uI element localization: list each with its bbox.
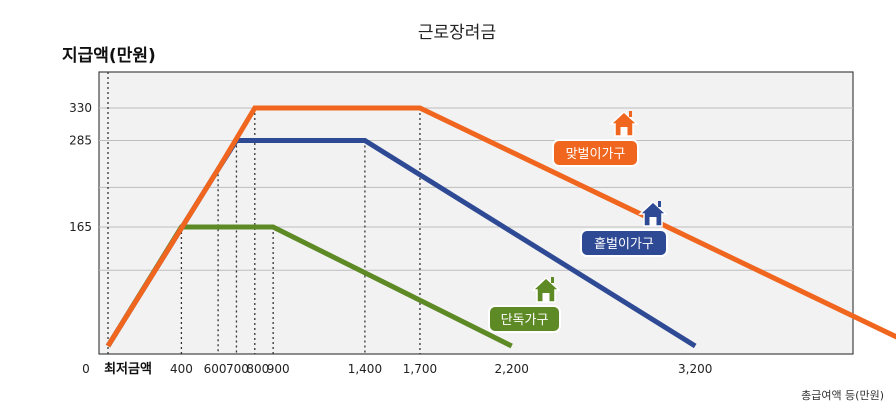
- series-tag-box: [580, 229, 668, 257]
- series-tag-box: [488, 305, 561, 333]
- house-icon-chimney: [658, 201, 661, 207]
- x-tick-label: 3,200: [678, 362, 712, 376]
- x-tick-label: 2,200: [495, 362, 529, 376]
- plot-area: [98, 71, 854, 355]
- series-tag-label: 홑벌이가구: [594, 237, 654, 252]
- x-tick-label: 400: [170, 362, 193, 376]
- series-tag-box: [552, 139, 639, 167]
- house-icon-chimney: [629, 111, 632, 117]
- x-tick-label: 700: [226, 362, 249, 376]
- y-axis-title: 지급액(만원): [62, 46, 156, 66]
- x-tick-label: 1,700: [403, 362, 437, 376]
- x-axis-title: 총급여액 등(만원): [801, 389, 884, 402]
- x-tick-label: 800: [246, 362, 269, 376]
- min-income-label: 최저금액: [104, 362, 152, 377]
- series-tag-label: 단독가구: [501, 313, 549, 328]
- house-icon-door: [542, 293, 550, 302]
- guide-lines: [107, 72, 421, 354]
- y-tick-label: 330: [69, 101, 92, 115]
- x-origin-label: 0: [82, 362, 90, 376]
- x-tick-label: 1,400: [348, 362, 382, 376]
- x-tick-label: 900: [267, 362, 290, 376]
- series-lines: [105, 105, 896, 349]
- series-tag-label: 맞벌이가구: [566, 147, 626, 162]
- house-icon: [609, 110, 639, 137]
- chart-title: 근로장려금: [418, 23, 496, 43]
- y-tick-label: 285: [69, 133, 92, 147]
- house-icon: [638, 200, 668, 227]
- y-tick-labels: 165 285 330: [69, 101, 92, 234]
- house-icon-door: [649, 217, 657, 226]
- house-icon-door: [620, 127, 628, 136]
- plot-frame: [98, 71, 854, 355]
- x-tick-label: 600: [204, 362, 227, 376]
- series-line: [105, 105, 896, 348]
- house-icon: [531, 276, 561, 303]
- house-icon-chimney: [551, 277, 554, 283]
- y-tick-label: 165: [69, 220, 92, 234]
